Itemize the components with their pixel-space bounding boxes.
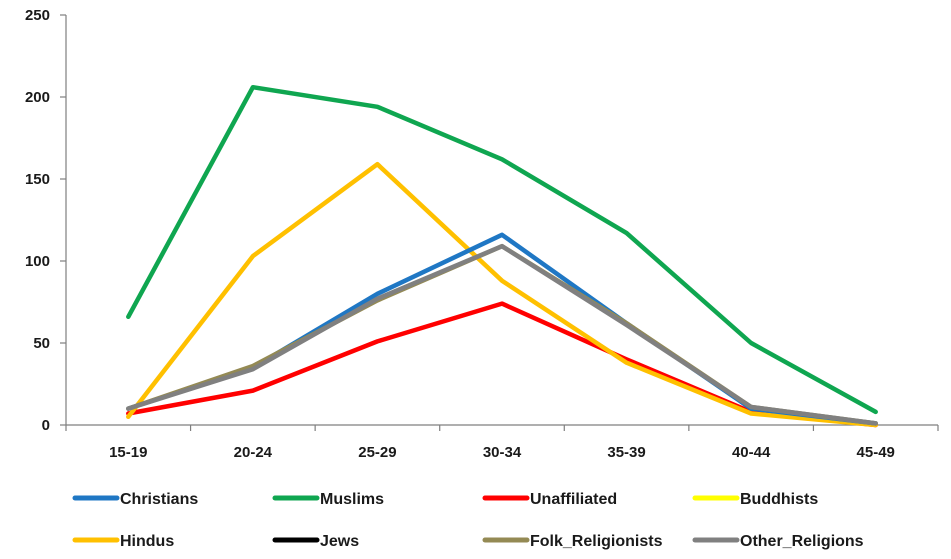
legend-item-other-religions: Other_Religions [692, 533, 864, 550]
y-tick-label: 100 [25, 253, 50, 270]
legend-item-buddhists: Buddhists [692, 491, 818, 508]
series-lines [126, 84, 878, 428]
y-tick-label: 250 [25, 7, 50, 24]
y-tick-label: 50 [33, 335, 50, 352]
x-tick-label: 20-24 [234, 444, 273, 461]
legend-item-hindus: Hindus [72, 533, 174, 550]
y-tick-label: 200 [25, 89, 50, 106]
y-tick-label: 0 [42, 417, 50, 434]
y-ticks: 0 50 100 150 200 250 [25, 7, 66, 434]
legend-label: Christians [120, 491, 198, 508]
y-tick-label: 150 [25, 171, 50, 188]
x-tick-label: 40-44 [732, 444, 771, 461]
legend-item-jews: Jews [272, 533, 359, 550]
legend-item-christians: Christians [72, 491, 198, 508]
legend: Christians Muslims Unaffiliated Buddhists Hi… [72, 491, 864, 550]
x-ticks: 15-19 20-24 25-29 30-34 35-39 40-44 45-49 [65, 425, 939, 461]
x-tick-label: 15-19 [109, 444, 147, 461]
axes [65, 15, 938, 426]
legend-item-unaffiliated: Unaffiliated [482, 491, 617, 508]
legend-item-muslims: Muslims [272, 491, 384, 508]
legend-item-folk-religionists: Folk_Religionists [482, 533, 663, 550]
x-tick-label: 30-34 [483, 444, 522, 461]
legend-label: Hindus [120, 533, 174, 550]
legend-label: Folk_Religionists [530, 533, 663, 550]
x-tick-label: 35-39 [607, 444, 645, 461]
series-line-other-religions [126, 243, 878, 426]
legend-label: Unaffiliated [530, 491, 617, 508]
series-line-hindus [126, 161, 878, 428]
legend-label: Jews [320, 533, 359, 550]
legend-label: Buddhists [740, 491, 818, 508]
legend-label: Other_Religions [740, 533, 864, 550]
legend-label: Muslims [320, 491, 384, 508]
x-tick-label: 25-29 [358, 444, 396, 461]
x-tick-label: 45-49 [857, 444, 895, 461]
series-line-muslims [126, 84, 878, 415]
